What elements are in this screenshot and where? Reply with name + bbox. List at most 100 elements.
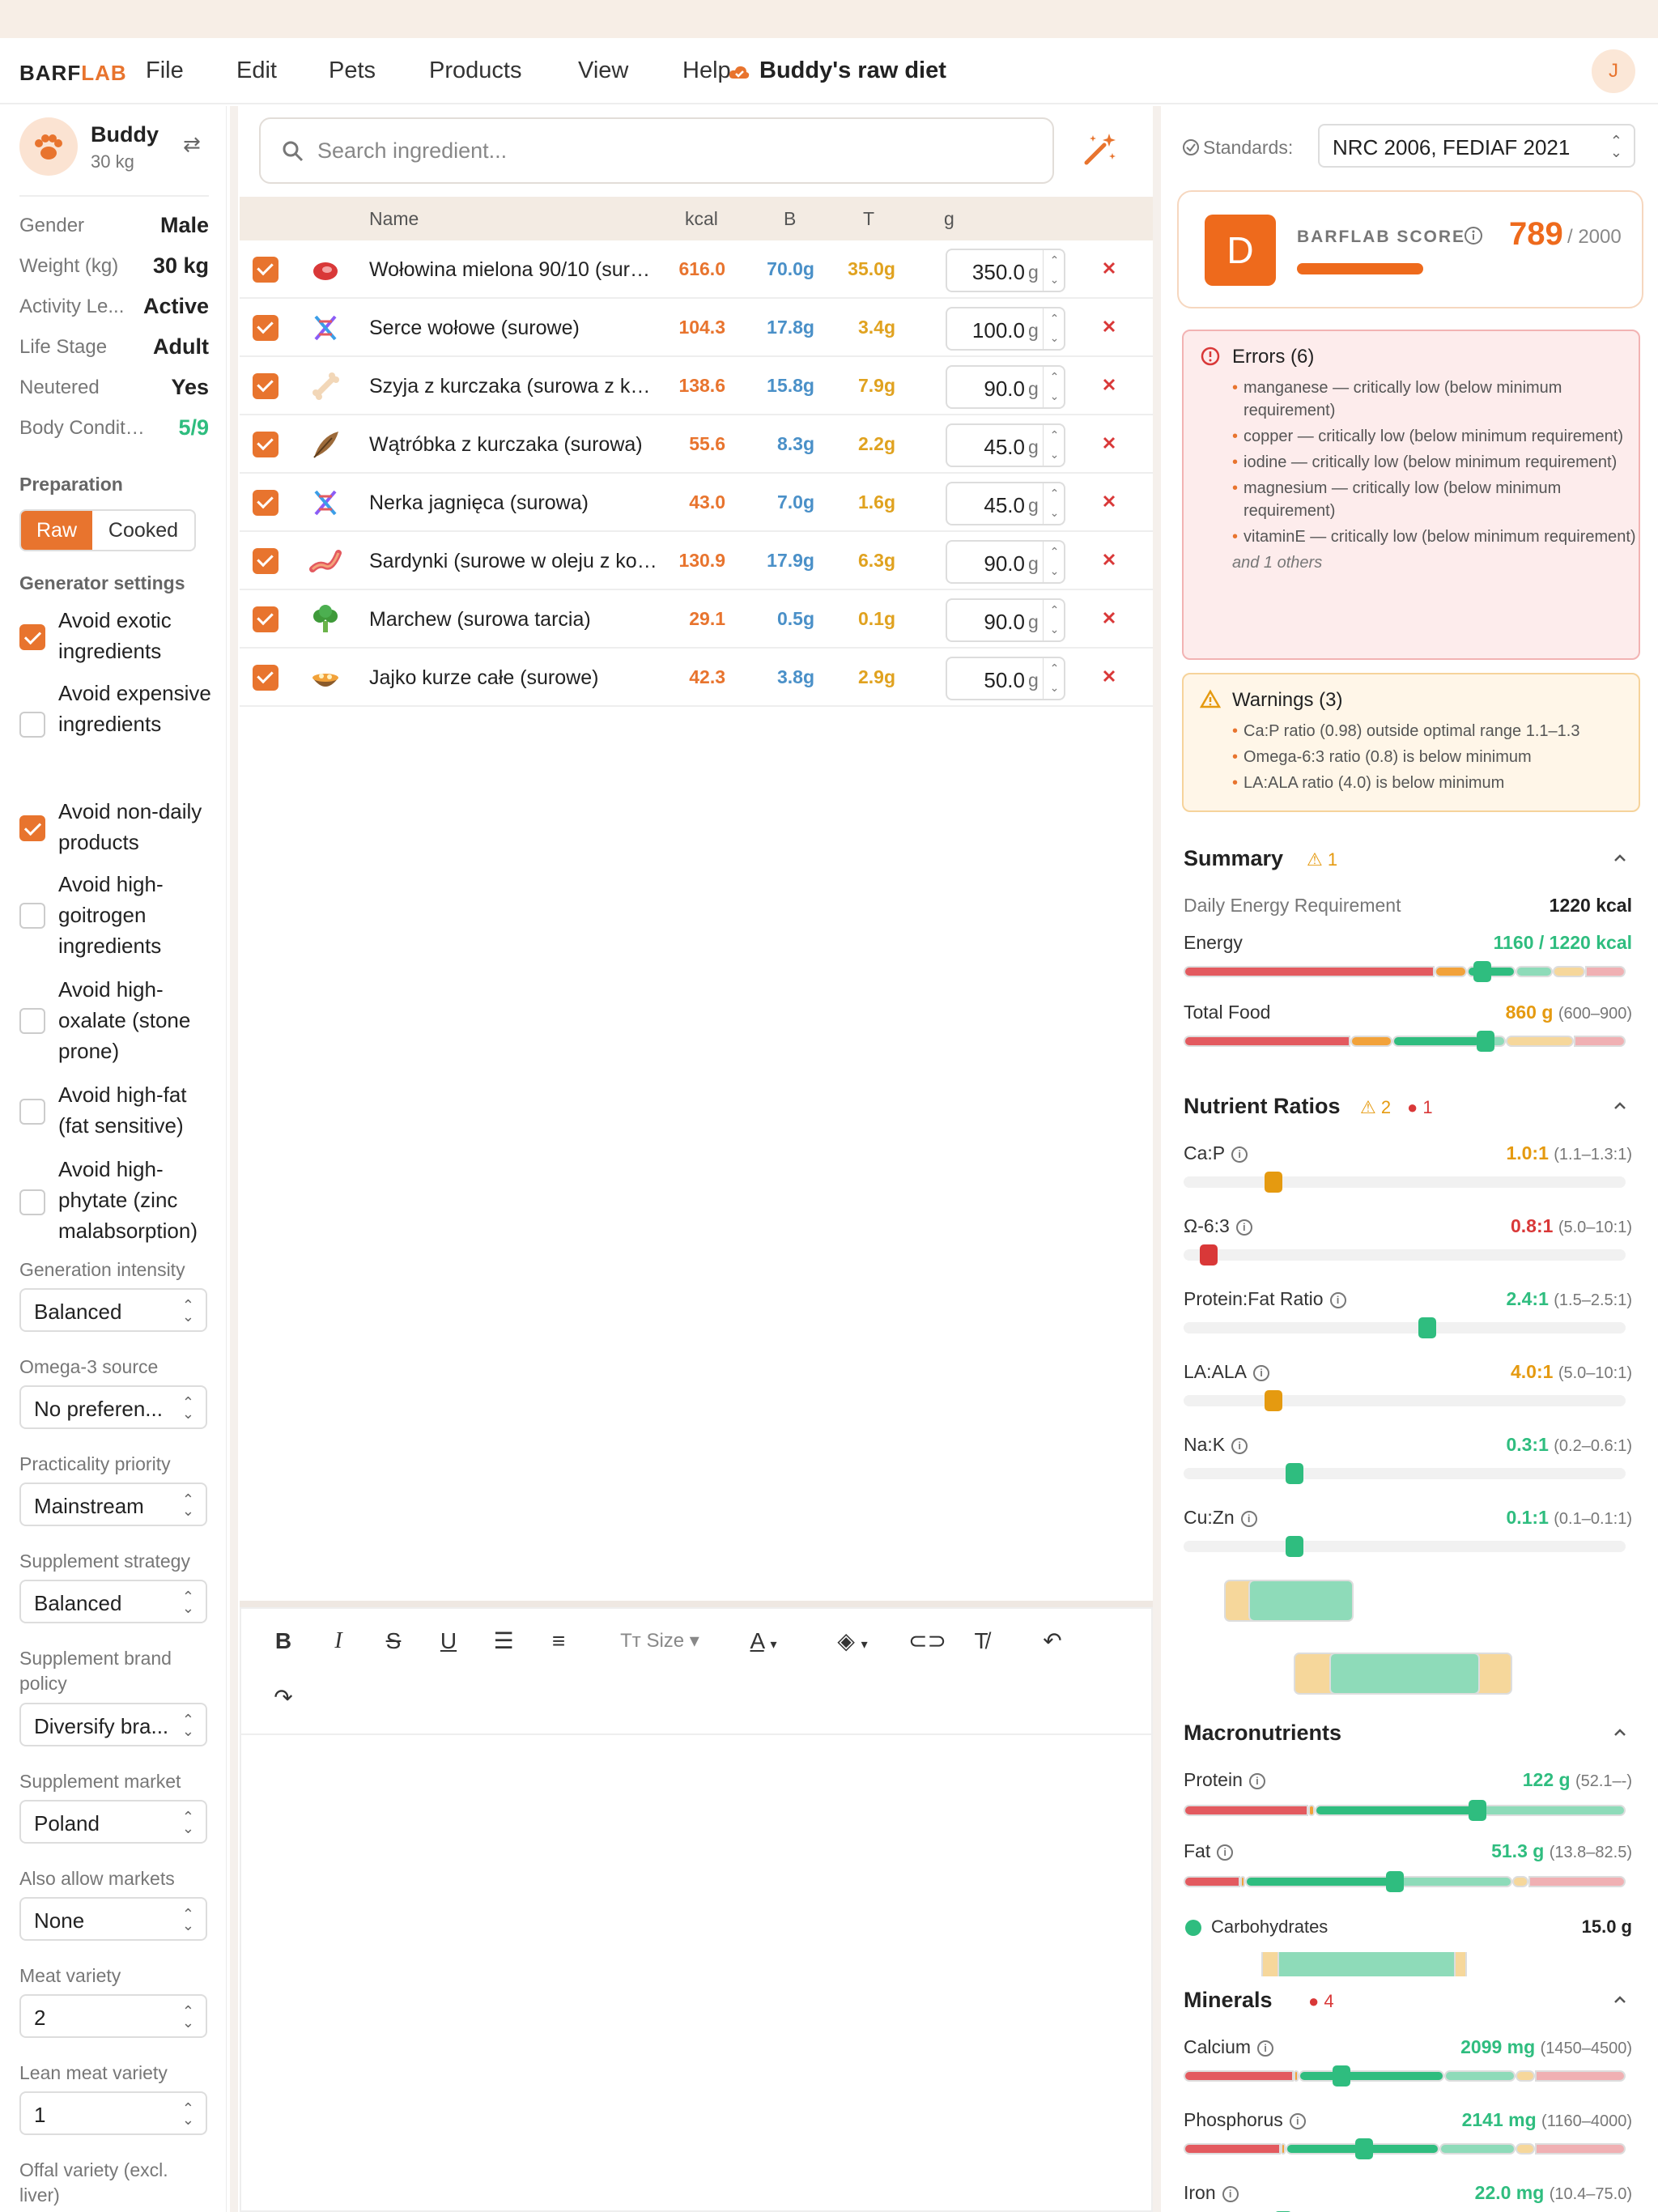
redo-icon[interactable]: ↷ <box>274 1685 293 1710</box>
quantity-stepper[interactable]: 45.0 g ⌃ ⌄ <box>946 482 1065 525</box>
remove-icon[interactable] <box>1093 543 1125 576</box>
errors-more[interactable]: and 1 others <box>1232 554 1323 572</box>
minerals-title[interactable]: Minerals <box>1184 1988 1273 2012</box>
info-icon[interactable]: i <box>1253 1364 1269 1381</box>
info-icon[interactable]: i <box>1248 1772 1265 1789</box>
col-grams[interactable]: g <box>944 208 954 229</box>
quantity-stepper[interactable]: 350.0 g ⌃ ⌄ <box>946 249 1065 292</box>
supplement-strategy-select[interactable]: Balanced ⌃ ⌄ <box>19 1580 207 1623</box>
avoid-oxalate-checkbox[interactable] <box>19 1008 45 1034</box>
remove-icon[interactable] <box>1093 252 1125 284</box>
center-scrollbar[interactable] <box>1153 106 1161 2212</box>
supplement-market-select[interactable]: Poland ⌃ ⌄ <box>19 1800 207 1844</box>
info-icon[interactable]: i <box>1231 1146 1248 1163</box>
quantity-stepper[interactable]: 90.0 g ⌃ ⌄ <box>946 540 1065 584</box>
include-checkbox[interactable] <box>253 606 278 632</box>
omega3-source-select[interactable]: No preferen... ⌃ ⌄ <box>19 1385 207 1429</box>
avoid-non-daily-checkbox[interactable] <box>19 815 45 841</box>
practicality-priority-select[interactable]: Mainstream ⌃ ⌄ <box>19 1482 207 1526</box>
info-icon[interactable]: i <box>1231 1437 1248 1454</box>
menu-edit[interactable]: Edit <box>236 57 277 83</box>
include-checkbox[interactable] <box>253 665 278 691</box>
col-protein[interactable]: B <box>784 208 797 229</box>
editor-splitter[interactable] <box>240 1601 1153 1607</box>
info-icon[interactable]: i <box>1289 2112 1306 2129</box>
col-fat[interactable]: T <box>863 208 875 229</box>
menu-help[interactable]: Help <box>682 57 731 83</box>
strikethrough-icon[interactable]: S <box>385 1628 402 1653</box>
stepper-arrows-icon[interactable]: ⌃ ⌄ <box>1043 483 1065 524</box>
chevron-up-icon[interactable] <box>1611 849 1629 867</box>
avoid-expensive-checkbox[interactable] <box>19 712 45 738</box>
info-icon[interactable]: i <box>1235 1219 1252 1236</box>
include-checkbox[interactable] <box>253 257 278 283</box>
numbered-list-icon[interactable]: ≡ <box>551 1628 566 1653</box>
meat-variety-select[interactable]: 2 ⌃ ⌄ <box>19 1994 207 2038</box>
avoid-exotic-checkbox[interactable] <box>19 624 45 650</box>
info-icon[interactable]: i <box>1240 1510 1257 1527</box>
remove-icon[interactable] <box>1093 368 1125 401</box>
clear-format-icon[interactable]: T̸ <box>974 1628 988 1653</box>
link-icon[interactable]: ⊂⊃ <box>908 1628 946 1653</box>
bullet-list-icon[interactable]: ☰ <box>493 1628 514 1653</box>
stepper-arrows-icon[interactable]: ⌃ ⌄ <box>1043 600 1065 640</box>
quantity-stepper[interactable]: 45.0 g ⌃ ⌄ <box>946 423 1065 467</box>
stepper-arrows-icon[interactable]: ⌃ ⌄ <box>1043 308 1065 349</box>
bold-icon[interactable]: B <box>274 1628 292 1653</box>
highlight-color-icon[interactable]: ◈ ▾ <box>837 1628 868 1653</box>
ingredient-search[interactable]: Search ingredient... <box>259 117 1054 184</box>
text-color-icon[interactable]: A ▾ <box>750 1628 777 1653</box>
font-size-dropdown[interactable]: Tт Size ▾ <box>620 1630 699 1652</box>
menu-products[interactable]: Products <box>429 57 522 83</box>
menu-file[interactable]: File <box>146 57 184 83</box>
summary-title[interactable]: Summary <box>1184 846 1284 870</box>
avoid-high-fat-checkbox[interactable] <box>19 1099 45 1125</box>
chevron-up-icon[interactable] <box>1611 1724 1629 1742</box>
stepper-arrows-icon[interactable]: ⌃ ⌄ <box>1043 658 1065 699</box>
avoid-phytate-checkbox[interactable] <box>19 1189 45 1215</box>
stepper-arrows-icon[interactable]: ⌃ ⌄ <box>1043 542 1065 582</box>
sidebar-scrollbar[interactable] <box>230 106 238 2212</box>
quantity-stepper[interactable]: 90.0 g ⌃ ⌄ <box>946 365 1065 409</box>
col-kcal[interactable]: kcal <box>685 208 718 229</box>
info-icon[interactable]: i <box>1222 2185 1239 2202</box>
underline-icon[interactable]: U <box>440 1628 457 1653</box>
avoid-goitrogen-checkbox[interactable] <box>19 903 45 929</box>
magic-wand-icon[interactable] <box>1082 130 1119 168</box>
ratios-title[interactable]: Nutrient Ratios <box>1184 1094 1341 1118</box>
col-name[interactable]: Name <box>369 208 419 229</box>
prep-cooked-button[interactable]: Cooked <box>108 519 179 542</box>
lean-meat-variety-select[interactable]: 1 ⌃ ⌄ <box>19 2091 207 2135</box>
include-checkbox[interactable] <box>253 432 278 457</box>
swap-pet-icon[interactable]: ⇄ <box>183 132 201 156</box>
undo-icon[interactable]: ↶ <box>1043 1628 1062 1653</box>
info-icon[interactable]: i <box>1217 1844 1234 1861</box>
quantity-stepper[interactable]: 100.0 g ⌃ ⌄ <box>946 307 1065 351</box>
pet-card[interactable]: Buddy 30 kg ⇄ <box>19 117 209 182</box>
remove-icon[interactable] <box>1093 660 1125 692</box>
chevron-up-icon[interactable] <box>1611 1991 1629 2009</box>
menu-view[interactable]: View <box>578 57 629 83</box>
stepper-arrows-icon[interactable]: ⌃ ⌄ <box>1043 367 1065 407</box>
include-checkbox[interactable] <box>253 373 278 399</box>
remove-icon[interactable] <box>1093 310 1125 342</box>
include-checkbox[interactable] <box>253 548 278 574</box>
quantity-stepper[interactable]: 90.0 g ⌃ ⌄ <box>946 598 1065 642</box>
standards-select[interactable]: NRC 2006, FEDIAF 2021 ⌃ ⌄ <box>1318 124 1635 168</box>
menu-pets[interactable]: Pets <box>329 57 376 83</box>
info-icon[interactable]: i <box>1329 1291 1346 1308</box>
remove-icon[interactable] <box>1093 485 1125 517</box>
include-checkbox[interactable] <box>253 315 278 341</box>
macros-title[interactable]: Macronutrients <box>1184 1721 1342 1745</box>
remove-icon[interactable] <box>1093 427 1125 459</box>
remove-icon[interactable] <box>1093 602 1125 634</box>
italic-icon[interactable]: I <box>334 1628 342 1653</box>
chevron-up-icon[interactable] <box>1611 1097 1629 1115</box>
generation-intensity-select[interactable]: Balanced ⌃ ⌄ <box>19 1288 207 1332</box>
info-icon[interactable] <box>1464 226 1483 245</box>
stepper-arrows-icon[interactable]: ⌃ ⌄ <box>1043 425 1065 466</box>
user-avatar[interactable]: J <box>1592 49 1635 93</box>
quantity-stepper[interactable]: 50.0 g ⌃ ⌄ <box>946 657 1065 700</box>
stepper-arrows-icon[interactable]: ⌃ ⌄ <box>1043 250 1065 291</box>
supplement-brand-select[interactable]: Diversify bra... ⌃ ⌄ <box>19 1703 207 1746</box>
